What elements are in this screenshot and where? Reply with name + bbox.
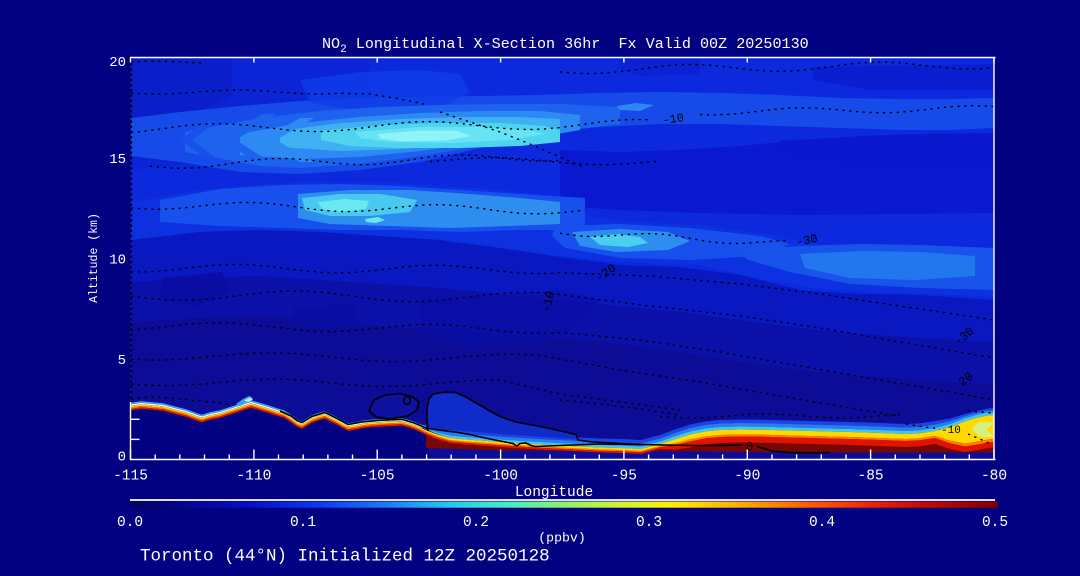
svg-text:-95: -95	[611, 469, 637, 485]
svg-text:15: 15	[109, 152, 126, 168]
svg-text:(ppbv): (ppbv)	[538, 531, 585, 546]
svg-text:0: 0	[746, 440, 753, 454]
svg-text:-105: -105	[360, 469, 395, 485]
svg-text:Altitude (km): Altitude (km)	[88, 213, 101, 303]
svg-text:-85: -85	[858, 469, 884, 485]
svg-text:-100: -100	[483, 469, 518, 485]
svg-text:0: 0	[118, 449, 126, 465]
svg-text:-115: -115	[113, 469, 148, 485]
svg-text:5: 5	[118, 353, 126, 369]
svg-text:0.0: 0.0	[117, 515, 143, 531]
svg-text:10: 10	[109, 252, 126, 268]
svg-text:0.4: 0.4	[809, 515, 835, 531]
svg-text:-30: -30	[795, 232, 819, 250]
svg-text:NO2 Longitudinal X-Section 36h: NO2 Longitudinal X-Section 36hr Fx Valid…	[322, 35, 809, 56]
svg-text:Toronto (44°N) Initialized 12Z: Toronto (44°N) Initialized 12Z 20250128	[140, 547, 550, 567]
svg-text:-110: -110	[236, 469, 271, 485]
svg-text:-80: -80	[981, 469, 1007, 485]
svg-text:-10: -10	[662, 111, 685, 128]
svg-text:0.1: 0.1	[290, 515, 316, 531]
svg-text:0.3: 0.3	[636, 515, 662, 531]
svg-text:-10: -10	[539, 290, 558, 314]
svg-text:20: 20	[956, 370, 976, 390]
svg-text:-90: -90	[734, 469, 760, 485]
svg-text:-10: -10	[941, 425, 961, 437]
svg-text:0.5: 0.5	[982, 515, 1008, 531]
svg-text:Longitude: Longitude	[515, 485, 593, 501]
svg-text:0.2: 0.2	[463, 515, 489, 531]
svg-text:20: 20	[109, 55, 126, 71]
